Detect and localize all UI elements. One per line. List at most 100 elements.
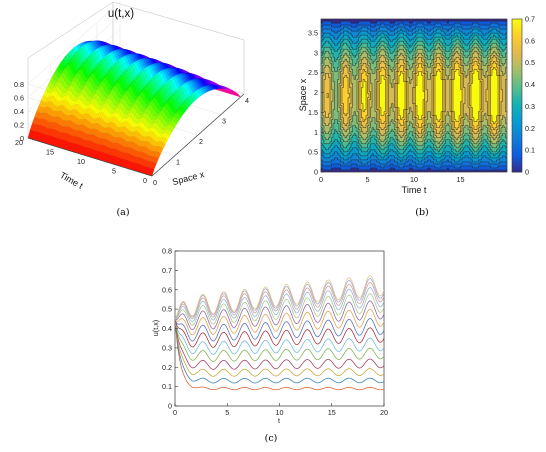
panel-b-contour-cell: [330, 165, 332, 169]
panel-b-contour-cell: [321, 83, 323, 86]
panel-b-contour-cell: [325, 129, 328, 133]
panel-b-contour-cell: [328, 19, 331, 22]
panel-b-contour-cell: [321, 125, 323, 129]
panel-b-contour-cell: [334, 141, 337, 145]
panel-b-contour-cell: [336, 27, 338, 30]
panel-b-contour-cell: [321, 57, 323, 60]
panel-b-contour-cell: [334, 105, 337, 108]
panel-b-contour-cell: [334, 47, 337, 50]
panel-a-x-tick-label: 1: [176, 158, 180, 167]
panel-b-contour-cell: [334, 67, 337, 70]
panel-b-contour-cell: [342, 139, 344, 143]
panel-b-contour-cell: [328, 85, 331, 88]
panel-b-contour-cell: [322, 31, 325, 34]
panel-b-contour-cell: [322, 141, 325, 145]
panel-b-contour-cell: [330, 127, 332, 131]
panel-b-contour-cell: [330, 81, 332, 84]
panel-b-contour-cell: [340, 135, 343, 139]
panel-b-contour-cell: [337, 99, 340, 102]
panel-b-contour-cell: [337, 61, 340, 64]
panel-b-contour-cell: [325, 125, 328, 129]
panel-b-contour-cell: [334, 19, 337, 22]
panel-b-contour-cell: [324, 147, 326, 151]
panel-b-contour-cell: [325, 107, 328, 110]
panel-b-contour-cell: [325, 71, 328, 74]
panel-b-contour-cell: [334, 37, 337, 40]
panel-b-contour-cell: [334, 115, 337, 118]
panel-b-contour-cell: [336, 77, 338, 80]
panel-b-contour-cell: [324, 81, 326, 84]
panel-b-contour-cell: [322, 109, 325, 112]
panel-b-contour-cell: [339, 59, 341, 62]
panel-b-contour-cell: [331, 99, 334, 102]
panel-b-contour-cell: [331, 95, 334, 98]
panel-b-contour-cell: [325, 143, 328, 147]
panel-b-contour-cell: [336, 101, 338, 104]
panel-b-contour-cell: [327, 135, 329, 139]
panel-b-contour-cell: [339, 105, 341, 108]
panel-b-contour-cell: [327, 115, 329, 118]
panel-a-x-tick-label: 4: [245, 96, 249, 105]
panel-b-contour-cell: [322, 167, 325, 171]
panel-b-contour-cell: [322, 143, 325, 147]
panel-b-contour-cell: [340, 29, 343, 32]
panel-b-contour-cell: [336, 23, 338, 26]
panel-b-contour-cell: [321, 27, 323, 30]
panel-b-contour-cell: [322, 87, 325, 90]
panel-b-contour-cell: [339, 101, 341, 104]
panel-b-contour-cell: [334, 49, 337, 52]
panel-b-contour-cell: [331, 35, 334, 38]
panel-b-contour-cell: [336, 95, 338, 98]
panel-b-contour-cell: [337, 141, 340, 145]
panel-b-contour-cell: [325, 163, 328, 167]
panel-b-contour-cell: [333, 153, 335, 157]
panel-b-contour-cell: [327, 95, 329, 98]
panel-b-contour-cell: [321, 87, 323, 90]
panel-b-contour-cell: [325, 39, 328, 42]
panel-b-contour-cell: [322, 95, 325, 98]
panel-b-contour-cell: [333, 93, 335, 96]
panel-b-contour-cell: [336, 45, 338, 48]
panel-b-contour-cell: [328, 23, 331, 26]
panel-a-z-tick-label: 0.2: [14, 121, 24, 130]
panel-b-contour-cell: [336, 153, 338, 157]
panel-b-contour-cell: [337, 47, 340, 50]
panel-b-contour-cell: [330, 43, 332, 46]
panel-b-contour-cell: [322, 107, 325, 110]
panel-b-contour-cell: [324, 111, 326, 114]
panel-b-contour-cell: [336, 55, 338, 58]
panel-b-contour-cell: [334, 125, 337, 129]
panel-b-contour-cell: [340, 141, 343, 145]
panel-b-contour-cell: [325, 23, 328, 26]
panel-b-contour-cell: [333, 169, 335, 172]
panel-b-contour-cell: [327, 163, 329, 167]
panel-b-contour-cell: [328, 69, 331, 72]
panel-b-contour-cell: [334, 99, 337, 102]
panel-b-contour-cell: [337, 89, 340, 92]
panel-b-contour-cell: [324, 69, 326, 72]
panel-b-contour-cell: [324, 125, 326, 129]
panel-b-contour-cell: [324, 83, 326, 86]
panel-b-contour-cell: [337, 21, 340, 24]
panel-b-contour-cell: [330, 77, 332, 80]
panel-b-contour-cell: [334, 97, 337, 100]
panel-b-contour-cell: [342, 125, 344, 129]
panel-b-contour-cell: [321, 53, 323, 56]
panel-b-contour-cell: [327, 105, 329, 108]
panel-b-contour-cell: [333, 157, 335, 161]
panel-b-contour-cell: [324, 151, 326, 155]
panel-b-contour-cell: [334, 143, 337, 147]
panel-b-contour-cell: [330, 155, 332, 159]
panel-b-contour-cell: [331, 55, 334, 58]
panel-b-contour-cell: [327, 155, 329, 159]
panel-b-contour-cell: [331, 105, 334, 108]
panel-b-contour-cell: [330, 91, 332, 94]
panel-b-contour-cell: [337, 81, 340, 84]
panel-b-contour-cell: [339, 83, 341, 86]
panel-b-contour-cell: [330, 59, 332, 62]
panel-b-contour-cell: [337, 29, 340, 32]
panel-b-contour-cell: [322, 97, 325, 100]
panel-b-contour-cell: [336, 93, 338, 96]
panel-b-contour-cell: [336, 169, 338, 172]
panel-b-contour-cell: [321, 39, 323, 42]
